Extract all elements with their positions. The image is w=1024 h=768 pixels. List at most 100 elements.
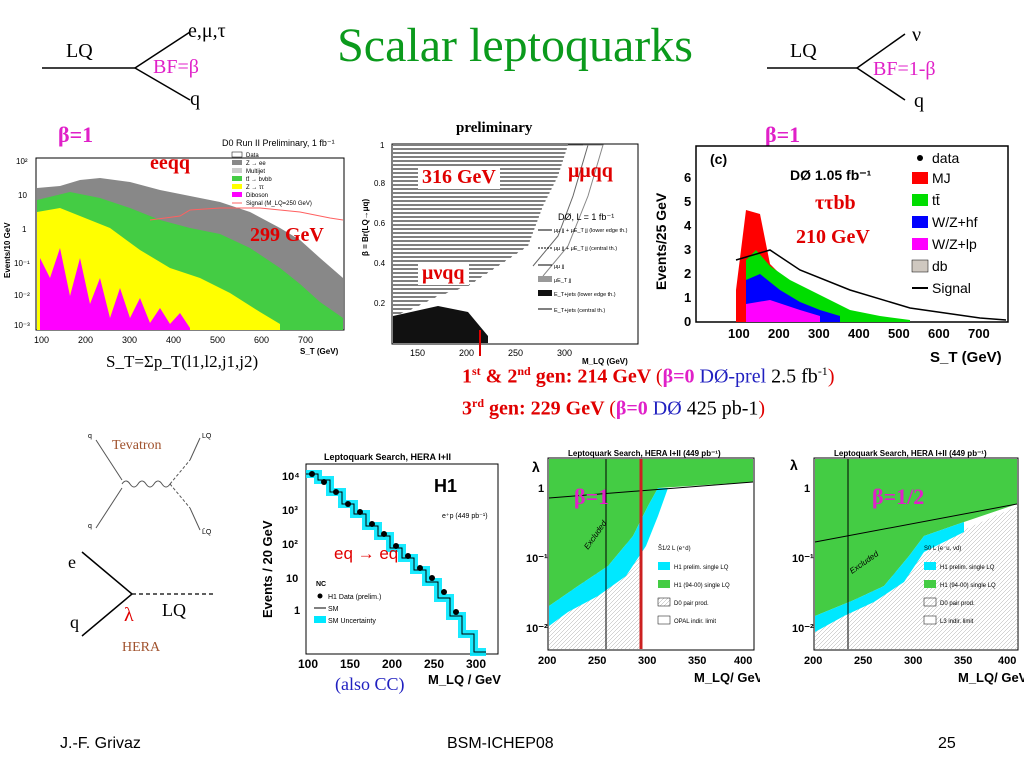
plot6-legend-entry: H1 (94-00) single LQ (940, 583, 996, 589)
plot4-caption: (also CC) (335, 674, 405, 694)
plot2-legend-entry: μE_T jj (554, 278, 571, 284)
plot2-channel1: μμqq (568, 160, 613, 182)
plot4-header: Leptoquark Search, HERA I+II (324, 452, 451, 462)
plot2-xtick: 150 (410, 348, 425, 358)
plot6-xtick: 250 (854, 655, 872, 667)
plot2-xtick: 200 (459, 348, 474, 358)
plot2-xlabel: M_LQ (GeV) (582, 357, 628, 366)
results-line1-lumi-exp: -1 (817, 364, 828, 378)
plot4-xtick: 250 (424, 657, 444, 671)
plot3-ylabel: Events/25 GeV (653, 192, 669, 290)
plot5-legend-entry: H1 (94-00) single LQ (674, 583, 730, 589)
plot2-legend-entry: E_T+jets (lower edge th.) (554, 292, 616, 298)
plot3-xtick: 600 (928, 326, 950, 341)
results-line1-nd: nd (517, 364, 531, 378)
plot2-legend: μμ jj + μE_T jj (lower edge th.) μμ jj +… (538, 228, 628, 314)
plot4-ytick: 1 (294, 605, 300, 617)
plot3-legend-entry: MJ (932, 170, 951, 186)
plot3-yticks: 0 1 2 3 4 5 6 (684, 170, 692, 329)
results-line1-beta: β=0 (662, 365, 695, 388)
results-line2-beta: β=0 (615, 397, 648, 420)
plot5-lambda-mass-limit: Leptoquark Search, HERA I+II (449 pb⁻¹) … (526, 449, 760, 685)
plot2-xticks: 150 200 250 300 (410, 348, 572, 358)
plot1-xtick: 600 (254, 335, 269, 345)
plot3-ytick: 4 (684, 218, 692, 233)
plot5-xtick: 300 (638, 655, 656, 667)
plot3-ytick: 6 (684, 170, 691, 185)
decay-right-lq: LQ (790, 40, 817, 62)
plot4-ytick: 10² (282, 539, 298, 551)
plot6-legend-entry: H1 prelim. single LQ (940, 565, 995, 571)
plot4-xtick: 150 (340, 657, 360, 671)
plot5-legend: S̃1/2 L (e⁺d) H1 prelim. single LQ H1 (9… (657, 545, 730, 625)
plot4-channel: eq → eq (334, 544, 399, 563)
feyn-q1: q (88, 433, 92, 440)
plot5-ytick: 1 (538, 483, 544, 495)
plot1-ylabel: Events/10 GeV (3, 222, 12, 278)
hera-e: e (68, 552, 76, 572)
hera-lq: LQ (162, 600, 186, 620)
results-line2-rd: rd (472, 396, 484, 410)
footer-page-number: 25 (938, 735, 956, 752)
plot1-header: D0 Run II Preliminary, 1 fb⁻¹ (222, 138, 335, 148)
plot1-ytick: 10⁻¹ (14, 259, 30, 268)
plot1-xlabel: S_T (GeV) (300, 347, 339, 356)
plot5-ytick: 10⁻¹ (526, 553, 548, 565)
hera-q: q (70, 612, 79, 632)
footer-author: J.-F. Grivaz (60, 735, 141, 752)
plot2-legend-entry: μμ jj + μE_T jj (lower edge th.) (554, 228, 628, 234)
plot1-eeqq-histogram: D0 Run II Preliminary, 1 fb⁻¹ 100 200 30… (3, 138, 345, 356)
plot6-ytick: 10⁻¹ (792, 553, 814, 565)
plot5-xtick: 200 (538, 655, 556, 667)
plot4-legend-entry: SM Uncertainty (328, 618, 376, 625)
plot2-limit-marker (479, 330, 481, 356)
plot1-channel: eeqq (150, 152, 190, 174)
plot3-legend-entry: Signal (932, 280, 971, 296)
plot4-xtick: 200 (382, 657, 402, 671)
plot1-beta-label: β=1 (58, 122, 94, 147)
results-line2: 3rd gen: 229 GeV (β=0 DØ 425 pb-1) (462, 396, 765, 421)
plot3-xtick: 400 (848, 326, 870, 341)
plot6-legend-entry: D0 pair prod. (940, 601, 975, 607)
plot1-caption: S_T=Σp_T(l1,l2,j1,j2) (106, 352, 259, 371)
plot3-ytick: 3 (684, 242, 691, 257)
plot1-xtick: 100 (34, 335, 49, 345)
plot6-lambda-mass-limit: Leptoquark Search, HERA I+II (449 pb⁻¹) … (790, 449, 1024, 685)
plot3-ytick: 1 (684, 290, 691, 305)
plot2-lumi: DØ, L = 1 fb⁻¹ (558, 212, 614, 222)
plot5-ylabel: λ (532, 459, 540, 475)
plot5-xticks: 200 250 300 350 400 (538, 655, 752, 667)
plot6-header: Leptoquark Search, HERA I+II (449 pb⁻¹) (834, 449, 987, 458)
plot5-header: Leptoquark Search, HERA I+II (449 pb⁻¹) (568, 449, 721, 458)
results-line1-amp: & 2 (485, 365, 518, 388)
decay-left-lq: LQ (66, 40, 93, 62)
results-line2-exp: DØ (652, 397, 682, 420)
plot3-legend-entry: tt̄ (932, 192, 940, 208)
plot1-xtick: 400 (166, 335, 181, 345)
plot2-xtick: 300 (557, 348, 572, 358)
results-line1-main: gen: 214 GeV (535, 365, 651, 388)
plot5-xtick: 350 (688, 655, 706, 667)
plot4-legend-title: NC (316, 581, 326, 588)
results-line1-exp: DØ-prel (699, 365, 767, 388)
plot5-legend-title: S̃1/2 L (e⁺d) (658, 545, 691, 552)
plot1-legend-entry: Data (246, 153, 259, 159)
hera-label: HERA (122, 640, 161, 655)
plot2-ytick: 0.8 (374, 179, 386, 188)
plot4-yticks: 10⁴ 10³ 10² 10 1 (282, 471, 300, 617)
plot4-exp: H1 (434, 476, 457, 496)
results-line1: 1st & 2nd gen: 214 GeV (β=0 DØ-prel 2.5 … (462, 364, 834, 389)
plot1-legend-entry: Multijet (246, 169, 265, 175)
plot3-tautaubb-histogram: 100 200 300 400 500 600 700 0 1 2 3 4 5 … (653, 145, 1009, 366)
plot6-yticks: 1 10⁻¹ 10⁻² (792, 483, 814, 635)
plot1-xtick: 300 (122, 335, 137, 345)
plot3-channel: ττbb (815, 192, 856, 214)
plot4-ytick: 10⁴ (282, 471, 300, 483)
results-line1-paren-close: ) (827, 365, 835, 388)
plot6-xlabel: M_LQ/ GeV (958, 670, 1024, 685)
plot2-legend-entry: μμ jj (554, 264, 564, 270)
decay-left-bottom: q (190, 88, 200, 110)
plot5-xtick: 250 (588, 655, 606, 667)
plot3-xtick: 500 (888, 326, 910, 341)
plot1-ytick: 1 (22, 225, 27, 234)
